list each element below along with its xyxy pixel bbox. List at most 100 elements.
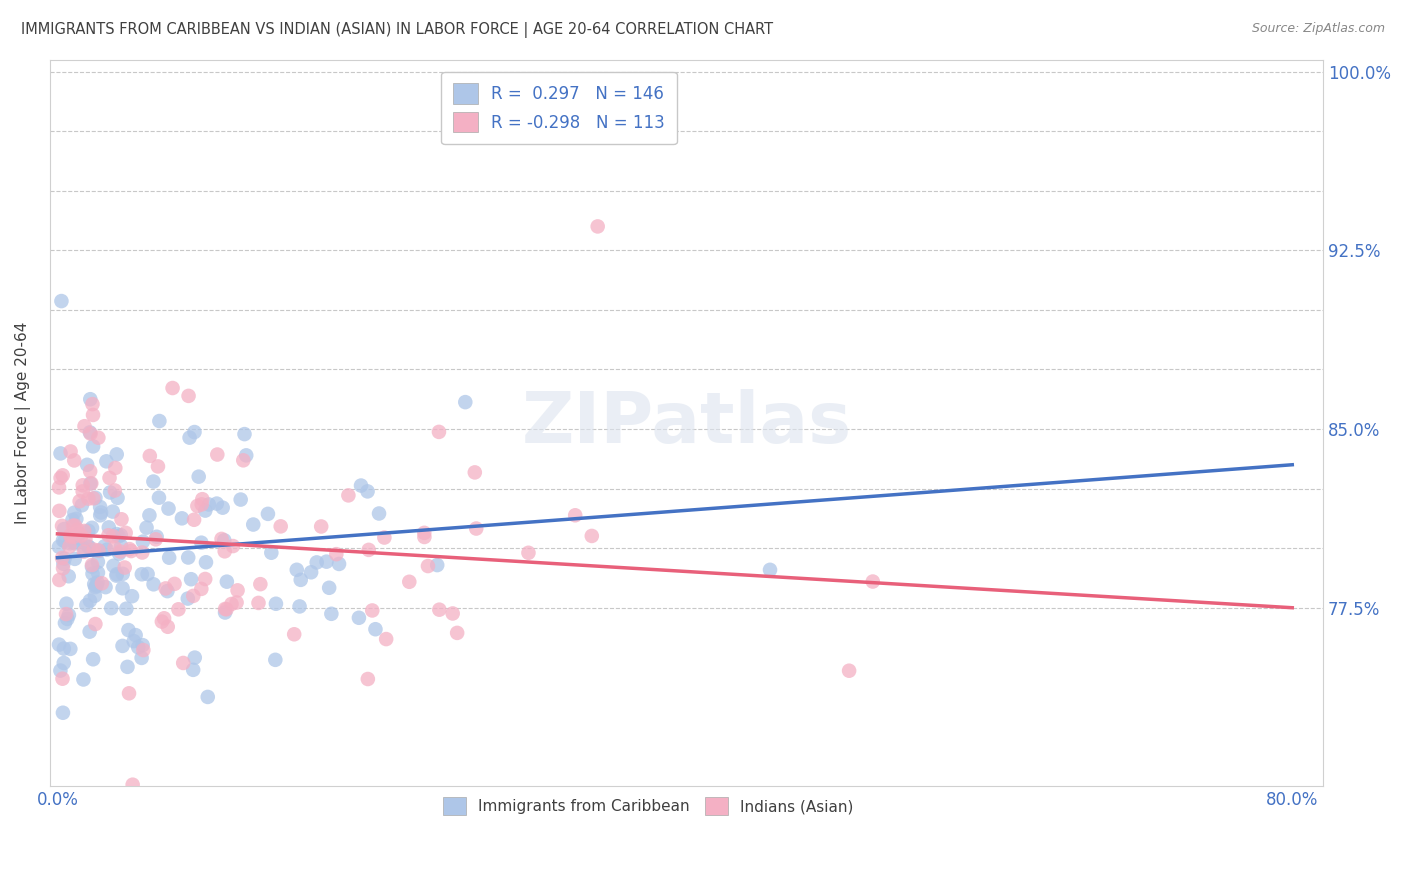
Point: [58, 607, 80, 622]
Point: [198, 498, 221, 512]
Point: [318, 581, 340, 595]
Point: [361, 603, 384, 617]
Point: [183, 513, 205, 527]
Point: [52, 533, 75, 548]
Point: [179, 431, 201, 445]
Point: [67, 526, 90, 541]
Point: [77, 524, 100, 538]
Point: [87, 555, 110, 569]
Point: [84, 580, 107, 594]
Point: [299, 566, 322, 580]
Point: [56, 612, 79, 626]
Point: [82, 439, 104, 453]
Text: IMMIGRANTS FROM CARIBBEAN VS INDIAN (ASIAN) IN LABOR FORCE | AGE 20-64 CORRELATI: IMMIGRANTS FROM CARIBBEAN VS INDIAN (ASI…: [21, 22, 773, 38]
Point: [58, 540, 80, 554]
Point: [110, 528, 132, 542]
Point: [145, 530, 167, 544]
Point: [373, 531, 395, 545]
Point: [87, 544, 110, 558]
Point: [79, 464, 101, 478]
Point: [62, 535, 84, 549]
Point: [233, 427, 256, 442]
Point: [108, 547, 131, 561]
Point: [77, 491, 100, 506]
Point: [260, 546, 283, 560]
Point: [115, 601, 138, 615]
Point: [51, 294, 73, 309]
Point: [79, 426, 101, 441]
Point: [131, 545, 153, 559]
Point: [72, 478, 94, 492]
Point: [107, 529, 129, 543]
Point: [347, 611, 370, 625]
Point: [357, 672, 380, 686]
Point: [214, 544, 236, 558]
Point: [190, 497, 212, 511]
Point: [59, 529, 82, 543]
Point: [581, 529, 603, 543]
Point: [229, 492, 252, 507]
Point: [55, 597, 77, 611]
Point: [181, 589, 204, 603]
Point: [98, 471, 121, 485]
Legend: Immigrants from Caribbean, Indians (Asian): Immigrants from Caribbean, Indians (Asia…: [432, 786, 865, 826]
Point: [70, 498, 93, 512]
Point: [96, 454, 118, 468]
Point: [80, 521, 103, 535]
Point: [114, 560, 136, 574]
Point: [416, 559, 439, 574]
Point: [205, 497, 228, 511]
Point: [181, 663, 204, 677]
Point: [104, 541, 127, 555]
Point: [214, 533, 236, 548]
Point: [121, 778, 143, 792]
Point: [170, 511, 193, 525]
Point: [48, 504, 70, 518]
Point: [80, 559, 103, 574]
Point: [427, 425, 450, 439]
Point: [111, 639, 134, 653]
Point: [83, 589, 105, 603]
Point: [235, 448, 257, 462]
Point: [325, 547, 347, 561]
Point: [163, 577, 186, 591]
Point: [105, 568, 128, 582]
Point: [156, 620, 179, 634]
Point: [211, 500, 233, 515]
Point: [264, 597, 287, 611]
Point: [427, 602, 450, 616]
Point: [264, 653, 287, 667]
Point: [94, 580, 117, 594]
Point: [288, 599, 311, 614]
Point: [157, 501, 180, 516]
Point: [517, 546, 540, 560]
Point: [190, 582, 212, 596]
Point: [375, 632, 398, 646]
Point: [184, 650, 207, 665]
Point: [103, 558, 125, 573]
Point: [357, 542, 380, 557]
Point: [63, 552, 86, 566]
Point: [48, 638, 70, 652]
Point: [131, 638, 153, 652]
Point: [285, 563, 308, 577]
Text: Source: ZipAtlas.com: Source: ZipAtlas.com: [1251, 22, 1385, 36]
Point: [132, 643, 155, 657]
Point: [156, 584, 179, 599]
Point: [131, 651, 153, 665]
Point: [110, 512, 132, 526]
Point: [49, 446, 72, 460]
Point: [53, 551, 76, 566]
Point: [59, 528, 82, 542]
Point: [52, 656, 75, 670]
Point: [167, 602, 190, 616]
Point: [215, 602, 238, 616]
Point: [80, 476, 103, 491]
Point: [180, 572, 202, 586]
Point: [242, 517, 264, 532]
Point: [187, 469, 209, 483]
Point: [214, 602, 236, 616]
Point: [62, 518, 84, 533]
Point: [136, 567, 159, 582]
Point: [356, 484, 378, 499]
